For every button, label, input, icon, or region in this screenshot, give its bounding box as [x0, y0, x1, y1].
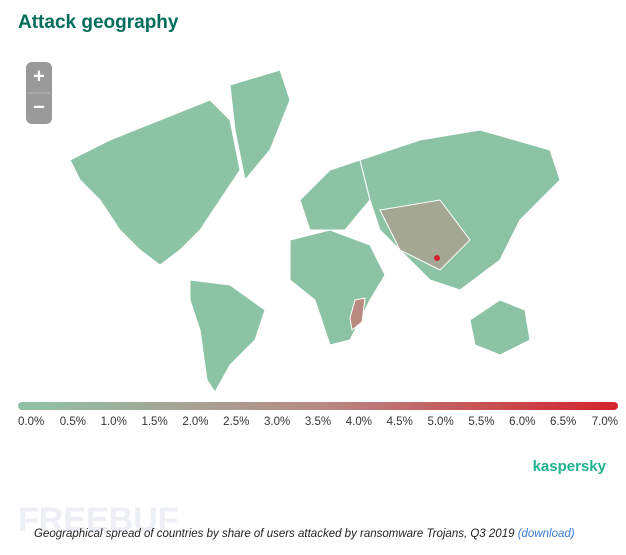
- zoom-in[interactable]: +: [33, 65, 45, 87]
- download-link[interactable]: (download): [518, 528, 575, 540]
- legend-label: 3.0%: [264, 416, 290, 428]
- europe: [299, 159, 371, 231]
- legend-label: 7.0%: [592, 416, 618, 428]
- mozambique: [349, 297, 366, 331]
- world-map: [69, 69, 561, 393]
- legend-label: 5.5%: [468, 416, 494, 428]
- legend-label: 4.5%: [387, 416, 413, 428]
- legend-label: 1.0%: [101, 416, 127, 428]
- caption: Geographical spread of countries by shar…: [34, 528, 575, 540]
- central-asia: [379, 199, 471, 271]
- logo: kaspersky: [533, 458, 607, 475]
- legend-label: 6.5%: [550, 416, 576, 428]
- north-america: [69, 99, 241, 266]
- africa: [289, 229, 386, 346]
- legend-label: 6.0%: [509, 416, 535, 428]
- greenland: [229, 69, 291, 182]
- legend-label: 2.5%: [223, 416, 249, 428]
- legend-label: 4.0%: [346, 416, 372, 428]
- legend-label: 3.5%: [305, 416, 331, 428]
- south-america: [189, 279, 266, 393]
- legend-labels: 0.0% 0.5% 1.0% 1.5% 2.0% 2.5% 3.0% 3.5% 4.0% 4.5%…: [18, 416, 618, 428]
- legend-label: 0.5%: [60, 416, 86, 428]
- hotspot: [434, 255, 440, 261]
- color-scale: [18, 402, 618, 410]
- legend-label: 0.0%: [18, 416, 44, 428]
- australia: [469, 299, 531, 356]
- watermark: FREEBUF: [18, 501, 179, 539]
- zoom-control: + −: [26, 62, 52, 124]
- title: Attack geography: [18, 12, 179, 33]
- legend-label: 1.5%: [141, 416, 167, 428]
- legend-label: 2.0%: [182, 416, 208, 428]
- legend-label: 5.0%: [427, 416, 453, 428]
- caption-text: Geographical spread of countries by shar…: [34, 528, 515, 540]
- zoom-out[interactable]: −: [33, 96, 45, 118]
